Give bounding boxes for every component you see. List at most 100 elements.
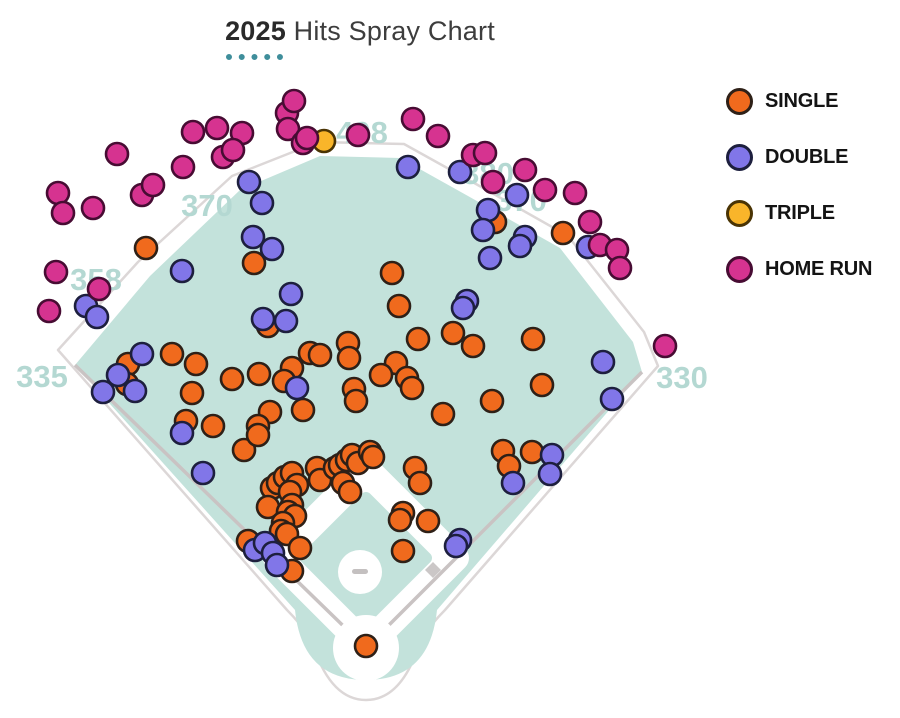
legend-item-single[interactable]: SINGLE xyxy=(726,88,872,115)
hit-point-single[interactable] xyxy=(479,388,505,414)
hit-point-double[interactable] xyxy=(273,308,299,334)
hit-point-single[interactable] xyxy=(520,326,546,352)
hit-point-single[interactable] xyxy=(245,422,271,448)
hit-point-home-run[interactable] xyxy=(562,180,588,206)
hit-point-single[interactable] xyxy=(219,366,245,392)
hit-point-single[interactable] xyxy=(379,260,405,286)
hit-point-double[interactable] xyxy=(169,420,195,446)
hit-point-single[interactable] xyxy=(290,397,316,423)
legend: SINGLE DOUBLE TRIPLE HOME RUN xyxy=(726,88,872,283)
distance-label-335: 335 xyxy=(16,359,68,394)
hit-point-single[interactable] xyxy=(307,342,333,368)
hit-point-home-run[interactable] xyxy=(480,169,506,195)
hit-point-double[interactable] xyxy=(395,154,421,180)
hit-point-double[interactable] xyxy=(447,159,473,185)
hit-point-home-run[interactable] xyxy=(170,154,196,180)
hit-point-double[interactable] xyxy=(284,375,310,401)
hit-point-single[interactable] xyxy=(287,535,313,561)
hit-point-single[interactable] xyxy=(343,388,369,414)
hit-point-single[interactable] xyxy=(159,341,185,367)
hit-point-single[interactable] xyxy=(387,507,413,533)
hit-point-home-run[interactable] xyxy=(140,172,166,198)
hit-point-single[interactable] xyxy=(183,351,209,377)
hit-point-single[interactable] xyxy=(405,326,431,352)
hit-point-single[interactable] xyxy=(246,361,272,387)
hit-point-home-run[interactable] xyxy=(425,123,451,149)
hit-point-home-run[interactable] xyxy=(294,125,320,151)
legend-item-home-run[interactable]: HOME RUN xyxy=(726,256,872,283)
hit-point-double[interactable] xyxy=(240,224,266,250)
hit-point-home-run[interactable] xyxy=(577,209,603,235)
hit-point-home-run[interactable] xyxy=(86,276,112,302)
hit-point-home-run[interactable] xyxy=(43,259,69,285)
hit-point-single[interactable] xyxy=(407,470,433,496)
hit-point-double[interactable] xyxy=(190,460,216,486)
distance-label-370: 370 xyxy=(181,188,233,223)
hit-point-single[interactable] xyxy=(179,380,205,406)
hit-point-single[interactable] xyxy=(386,293,412,319)
hit-point-single[interactable] xyxy=(337,479,363,505)
hit-point-double[interactable] xyxy=(249,190,275,216)
hit-point-double[interactable] xyxy=(122,378,148,404)
legend-item-triple[interactable]: TRIPLE xyxy=(726,200,872,227)
hit-point-double[interactable] xyxy=(105,362,131,388)
hit-point-double[interactable] xyxy=(259,236,285,262)
page-title: 2025 Hits Spray Chart xyxy=(0,16,720,60)
hit-point-double[interactable] xyxy=(236,169,262,195)
hit-point-single[interactable] xyxy=(430,401,456,427)
hit-point-double[interactable] xyxy=(475,197,501,223)
hit-point-double[interactable] xyxy=(500,470,526,496)
hit-point-single[interactable] xyxy=(133,235,159,261)
hit-point-home-run[interactable] xyxy=(204,115,230,141)
hit-point-home-run[interactable] xyxy=(104,141,130,167)
hit-point-double[interactable] xyxy=(443,533,469,559)
hit-point-home-run[interactable] xyxy=(50,200,76,226)
hit-point-home-run[interactable] xyxy=(36,298,62,324)
hit-point-double[interactable] xyxy=(599,386,625,412)
hit-point-home-run[interactable] xyxy=(472,140,498,166)
hit-point-single[interactable] xyxy=(460,333,486,359)
hit-point-home-run[interactable] xyxy=(512,157,538,183)
hit-point-double[interactable] xyxy=(477,245,503,271)
hit-point-home-run[interactable] xyxy=(607,255,633,281)
hit-point-home-run[interactable] xyxy=(400,106,426,132)
legend-item-double[interactable]: DOUBLE xyxy=(726,144,872,171)
hit-point-double[interactable] xyxy=(90,379,116,405)
hit-point-single[interactable] xyxy=(519,439,545,465)
hit-point-home-run[interactable] xyxy=(652,333,678,359)
hit-point-double[interactable] xyxy=(507,233,533,259)
hit-point-home-run[interactable] xyxy=(345,122,371,148)
hit-point-single[interactable] xyxy=(390,538,416,564)
hit-point-home-run[interactable] xyxy=(532,177,558,203)
hit-point-single[interactable] xyxy=(415,508,441,534)
hit-point-home-run[interactable] xyxy=(281,88,307,114)
hit-point-double[interactable] xyxy=(84,304,110,330)
hit-point-single[interactable] xyxy=(200,413,226,439)
hit-point-home-run[interactable] xyxy=(220,137,246,163)
hit-point-single[interactable] xyxy=(336,345,362,371)
hit-point-home-run[interactable] xyxy=(180,119,206,145)
hit-point-double[interactable] xyxy=(129,341,155,367)
hit-point-double[interactable] xyxy=(590,349,616,375)
hit-point-double[interactable] xyxy=(504,182,530,208)
hit-point-double[interactable] xyxy=(278,281,304,307)
hit-point-single[interactable] xyxy=(360,444,386,470)
hit-point-home-run[interactable] xyxy=(45,180,71,206)
hit-point-single[interactable] xyxy=(353,633,379,659)
title-year: 2025 xyxy=(225,16,286,60)
hit-point-single[interactable] xyxy=(550,220,576,246)
hit-point-single[interactable] xyxy=(231,437,257,463)
hit-point-double[interactable] xyxy=(264,552,290,578)
hit-point-double[interactable] xyxy=(250,306,276,332)
hit-point-double[interactable] xyxy=(169,258,195,284)
hit-point-single[interactable] xyxy=(529,372,555,398)
hit-point-single[interactable] xyxy=(440,320,466,346)
hit-point-single[interactable] xyxy=(368,362,394,388)
hit-point-double[interactable] xyxy=(470,217,496,243)
hit-point-single[interactable] xyxy=(241,250,267,276)
hit-point-double[interactable] xyxy=(537,461,563,487)
hit-point-double[interactable] xyxy=(450,295,476,321)
hit-point-home-run[interactable] xyxy=(80,195,106,221)
hit-point-single[interactable] xyxy=(399,375,425,401)
